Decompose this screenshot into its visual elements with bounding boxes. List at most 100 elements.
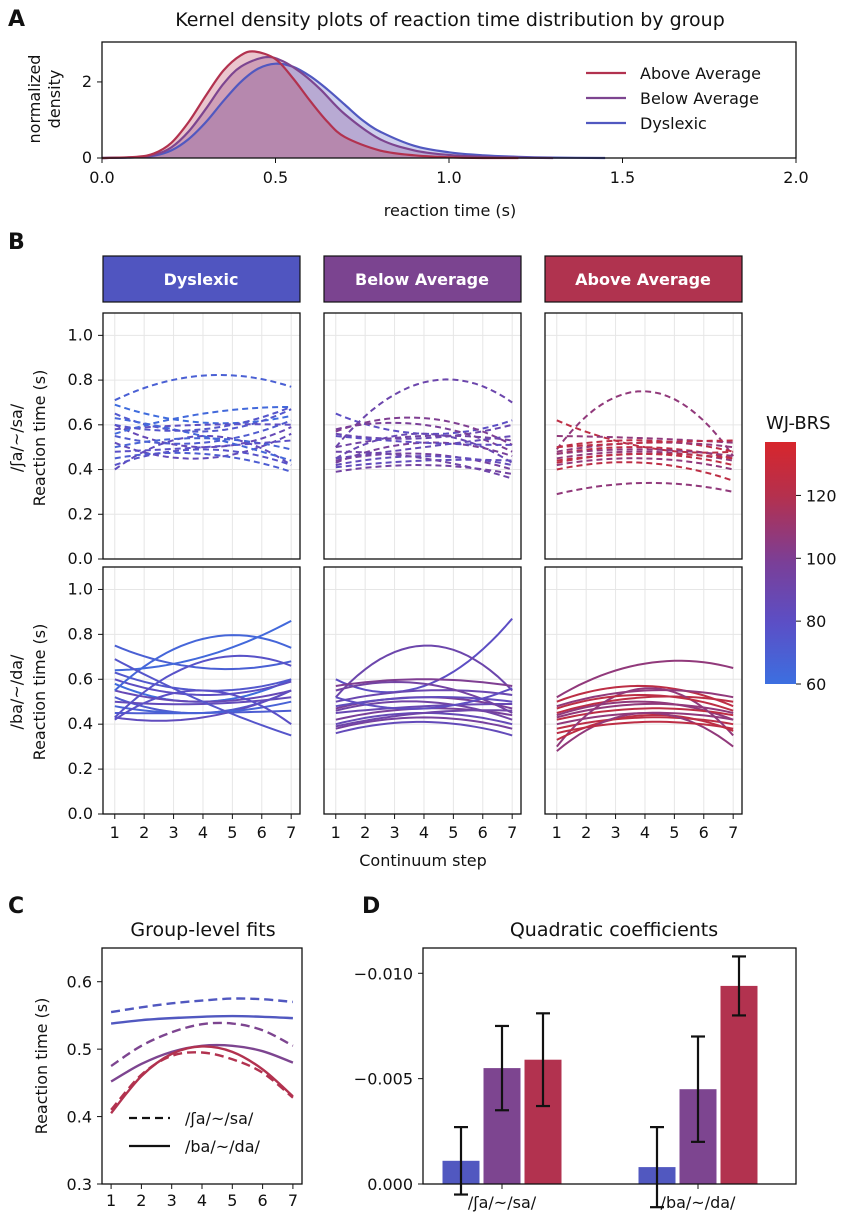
row2-ylabel: Reaction time (s) [30, 624, 49, 761]
fit-curve [556, 390, 735, 457]
panel-letter-b: B [8, 230, 25, 255]
group-fit-above-average-ba-da [110, 1045, 294, 1114]
ytick-label: 0.2 [68, 759, 93, 778]
fit-curve [335, 687, 513, 710]
colorbar: WJ-BRS 60 80 100 120 [765, 413, 837, 694]
xtick-label: 5 [227, 823, 237, 842]
xtick-label: 4 [640, 823, 650, 842]
xtick-label: 7 [286, 823, 296, 842]
ytick-label: 0.6 [68, 669, 93, 688]
fit-curve [556, 720, 734, 735]
panel-a-ytick-label: 0 [82, 148, 92, 167]
xtick-label: 1 [110, 823, 120, 842]
subplot-frame [544, 566, 743, 815]
xtick-label: 2 [360, 823, 370, 842]
panel-c-xtick-label: 4 [197, 1191, 207, 1210]
xtick-label: 3 [610, 823, 620, 842]
panel-a-legend: Above Average Below Average Dyslexic [586, 64, 761, 133]
density-fill-below-average [102, 56, 554, 158]
colorbar-tick-label: 80 [806, 612, 826, 631]
xtick-label: 1 [552, 823, 562, 842]
panel-a-ytick-label: 2 [82, 72, 92, 91]
errorbar-above-average-sha-sa [536, 1012, 550, 1108]
fit-curve [114, 405, 292, 435]
panel-a-xtick-label: 1.0 [436, 168, 461, 187]
ytick-label: 1.0 [68, 325, 93, 344]
panel-a-density-chart: Kernel density plots of reaction time di… [25, 9, 809, 220]
fit-curve [556, 716, 734, 730]
fit-curve [335, 716, 513, 730]
xtick-label: 5 [448, 823, 458, 842]
xtick-label: 3 [389, 823, 399, 842]
panel-c-legend: /ʃa/~/sa/ /ba/~/da/ [129, 1109, 261, 1156]
header-above-average [544, 255, 743, 303]
ytick-label: 0.4 [68, 460, 93, 479]
fit-curve [114, 620, 292, 672]
colorbar-tick-label: 120 [806, 486, 837, 505]
ytick-label: 0.4 [68, 714, 93, 733]
panel-d-ytick-label: −0.005 [354, 1070, 413, 1089]
errorbar-dyslexic-ba-da [650, 1126, 664, 1209]
density-fill-dyslexic [102, 63, 606, 158]
fit-curve [114, 689, 292, 722]
errorbar-above-average-ba-da [732, 955, 746, 1017]
panel-d-frame [422, 947, 797, 1185]
xtick-label: 7 [507, 823, 517, 842]
panel-b-subplot-r1-c2 [323, 312, 522, 560]
xtick-label: 6 [699, 823, 709, 842]
fit-curve [114, 403, 292, 425]
panel-c-xtick-label: 6 [258, 1191, 268, 1210]
fit-curve [114, 448, 292, 467]
group-fit-dyslexic-sha-sa [110, 997, 294, 1014]
panel-a-title: Kernel density plots of reaction time di… [175, 9, 725, 31]
density-line-below-average [101, 55, 554, 160]
subplot-frame [544, 312, 743, 560]
row1-ylabel: Reaction time (s) [30, 370, 49, 507]
panel-letter-a: A [8, 7, 25, 32]
panel-a-ylabel-line2: density [45, 70, 64, 129]
fit-curve [556, 712, 734, 752]
fit-curve [556, 702, 734, 719]
xtick-label: 6 [257, 823, 267, 842]
row2-continuum-label: /ba/~/da/ [7, 654, 26, 730]
panel-a-xtick-label: 2.0 [783, 168, 808, 187]
fit-curve [114, 634, 292, 692]
density-line-above-average [101, 50, 519, 160]
header-label-below-average: Below Average [355, 270, 489, 289]
fit-curve [335, 644, 513, 698]
colorbar-gradient [765, 442, 796, 684]
xtick-label: 3 [168, 823, 178, 842]
panel-b-subplot-r2-c1: 0.0 0.2 0.4 0.6 0.8 1.0 1 2 3 4 5 6 7 [68, 566, 301, 842]
panel-c-xtick-label: 7 [288, 1191, 298, 1210]
panel-c-xtick-label: 3 [167, 1191, 177, 1210]
panel-a-xlabel: reaction time (s) [384, 201, 516, 220]
fit-curve [335, 703, 513, 714]
panel-c-ytick-label: 0.6 [67, 973, 92, 992]
colorbar-title: WJ-BRS [766, 413, 831, 434]
fit-curve [335, 709, 513, 728]
xtick-label: 2 [581, 823, 591, 842]
ytick-label: 0.2 [68, 504, 93, 523]
panel-b-subplot-r1-c3 [544, 312, 743, 560]
fit-curve [114, 678, 292, 696]
legend-label-ba-da: /ba/~/da/ [185, 1137, 261, 1156]
fit-curve [335, 432, 513, 464]
legend-label-above-average: Above Average [640, 64, 761, 83]
fit-curve [114, 644, 292, 671]
bar-above-average-ba-da [720, 985, 758, 1184]
panel-c-xtick-label: 1 [106, 1191, 116, 1210]
fit-curve [335, 689, 513, 703]
ytick-label: 0.6 [68, 415, 93, 434]
panel-d-title: Quadratic coefficients [510, 919, 718, 941]
fit-curve [114, 373, 292, 402]
panel-a-xtick-label: 0.0 [89, 168, 114, 187]
xtick-label: 4 [198, 823, 208, 842]
panel-c-ytick-label: 0.5 [67, 1040, 92, 1059]
panel-d-xtick-label: /ba/~/da/ [661, 1193, 737, 1212]
fit-curve [114, 654, 292, 719]
header-below-average [323, 255, 522, 303]
fit-curve [335, 416, 513, 446]
group-fit-below-average-sha-sa [110, 1021, 294, 1067]
